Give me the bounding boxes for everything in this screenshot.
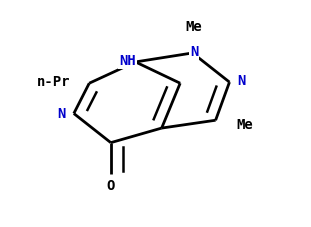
Text: N: N: [190, 45, 198, 59]
Text: N: N: [57, 106, 66, 121]
Text: n-Pr: n-Pr: [37, 75, 71, 89]
Text: O: O: [107, 179, 115, 193]
Text: NH: NH: [119, 54, 136, 68]
Text: Me: Me: [236, 118, 253, 132]
Text: N: N: [238, 74, 246, 88]
Text: Me: Me: [186, 20, 202, 34]
